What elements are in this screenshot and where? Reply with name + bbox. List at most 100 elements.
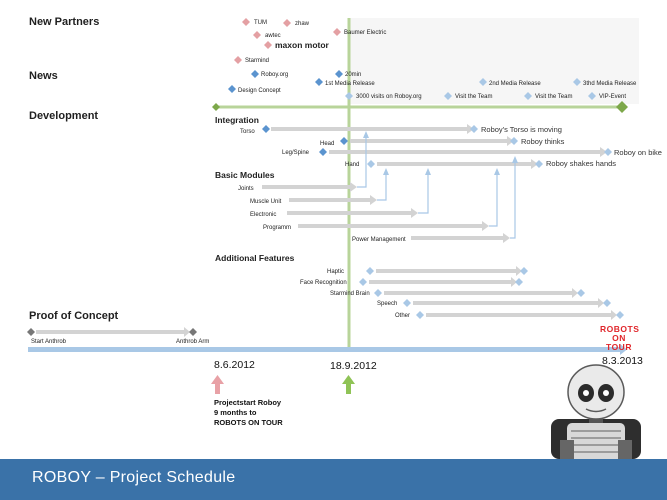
dependency-arrowhead (363, 131, 369, 138)
dependency-line (357, 135, 367, 188)
feature-bar (376, 269, 516, 273)
schedule-diagram: New Partners News Development Proof of C… (27, 16, 662, 459)
project-start-note-line3: ROBOTS ON TOUR (214, 418, 283, 427)
module-row-label: Joints (238, 186, 254, 192)
integration-group: Torso Roboy's Torso is moving Head Roboy… (240, 124, 662, 169)
news-marker (251, 70, 259, 78)
mid-up-arrow (342, 375, 355, 394)
proof-end-marker (189, 328, 197, 336)
partner-marker (283, 19, 291, 27)
dependency-line (418, 172, 429, 214)
proof-start-label: Start Anthrob (31, 339, 67, 345)
feature-end-marker (616, 311, 624, 319)
integration-milestone: Roboy's Torso is moving (481, 125, 562, 134)
integration-milestone: Roboy on bike (614, 148, 662, 157)
mid-arrow-head (342, 375, 355, 384)
integration-bar (271, 127, 467, 131)
news-label: 20min (345, 72, 361, 78)
news-label: 2nd Media Release (489, 81, 541, 87)
module-row-label: Power Management (352, 237, 406, 243)
partner-label: maxon motor (275, 40, 330, 50)
integration-start-marker (262, 125, 270, 133)
integration-milestone: Roboy shakes hands (546, 159, 616, 168)
robot-mouth (585, 408, 607, 413)
feature-start-marker (403, 299, 411, 307)
robot-chest (567, 423, 625, 459)
integration-bar (377, 162, 531, 166)
heading-development: Development (29, 110, 98, 122)
module-bar (298, 224, 482, 228)
proof-of-concept-group: Start Anthrob Anthrob Arm (27, 327, 209, 345)
roboy-robot-illustration (551, 364, 641, 459)
integration-row-label: Torso (240, 129, 255, 135)
logo-line2: ON TOUR (606, 333, 632, 352)
start-up-arrow (211, 375, 224, 394)
news-label: 3000 visits on Roboy.org (356, 94, 422, 100)
module-row-label: Muscle Unit (250, 199, 282, 205)
news-marker (228, 85, 236, 93)
module-bar (262, 185, 350, 189)
development-start-marker (212, 103, 220, 111)
module-row-label: Electronic (250, 212, 276, 218)
dependency-line (510, 160, 516, 239)
feature-end-marker (520, 267, 528, 275)
news-label: Visit the Team (535, 94, 572, 100)
feature-arrowhead (511, 277, 517, 287)
news-label: Roboy.org (261, 72, 288, 78)
module-arrowhead (350, 182, 357, 192)
partner-marker (333, 28, 341, 36)
additional-features-group: Haptic Face Recognition Starmind Brain S… (300, 266, 624, 320)
main-timeline-arrowhead (620, 344, 627, 355)
integration-milestone-marker (535, 160, 543, 168)
feature-bar (413, 301, 598, 305)
feature-end-marker (603, 299, 611, 307)
module-bar (411, 236, 503, 240)
feature-bar (369, 280, 511, 284)
partner-label: TUM (254, 20, 267, 26)
basic-modules-title: Basic Modules (215, 170, 275, 180)
news-marker (315, 78, 323, 86)
heading-news: News (29, 70, 58, 82)
module-bar (289, 198, 370, 202)
proof-arrowhead (184, 327, 190, 337)
integration-row-label: Hand (345, 162, 359, 168)
feature-row-label: Other (395, 313, 410, 319)
feature-arrowhead (611, 310, 617, 320)
integration-title: Integration (215, 115, 259, 125)
project-start-note-line1: Projectstart Roboy (214, 398, 282, 407)
additional-features-title: Additional Features (215, 253, 295, 263)
partner-marker (242, 18, 250, 26)
news-marker (479, 78, 487, 86)
news-group: Roboy.org 20min 1st Media Release Design… (228, 70, 637, 100)
feature-row-label: Face Recognition (300, 280, 347, 286)
news-marker (345, 92, 353, 100)
feature-end-marker (515, 278, 523, 286)
news-label: Visit the Team (455, 94, 492, 100)
dependency-connectors (357, 131, 518, 239)
date-mid: 18.9.2012 (330, 360, 377, 372)
partner-label: Starmind (245, 58, 269, 64)
robot-right-pupil (603, 390, 609, 396)
dependency-arrowhead (512, 156, 518, 163)
integration-milestone: Roboy thinks (521, 137, 565, 146)
news-marker (335, 70, 343, 78)
robot-left-arm (560, 440, 574, 459)
feature-arrowhead (598, 298, 604, 308)
feature-row-label: Haptic (327, 269, 344, 275)
robot-right-arm (618, 440, 632, 459)
module-arrowhead (503, 233, 510, 243)
integration-start-marker (319, 148, 327, 156)
module-arrowhead (482, 221, 489, 231)
feature-arrowhead (572, 288, 578, 298)
feature-end-marker (577, 289, 585, 297)
integration-bar (350, 139, 507, 143)
integration-start-marker (340, 137, 348, 145)
module-bar (287, 211, 411, 215)
dependency-arrowhead (383, 168, 389, 175)
feature-row-label: Starmind Brain (330, 291, 370, 297)
integration-row-label: Leg/Spine (282, 150, 310, 156)
date-start: 8.6.2012 (214, 359, 255, 371)
feature-start-marker (366, 267, 374, 275)
proof-start-marker (27, 328, 35, 336)
proof-end-label: Anthrob Arm (176, 339, 209, 345)
